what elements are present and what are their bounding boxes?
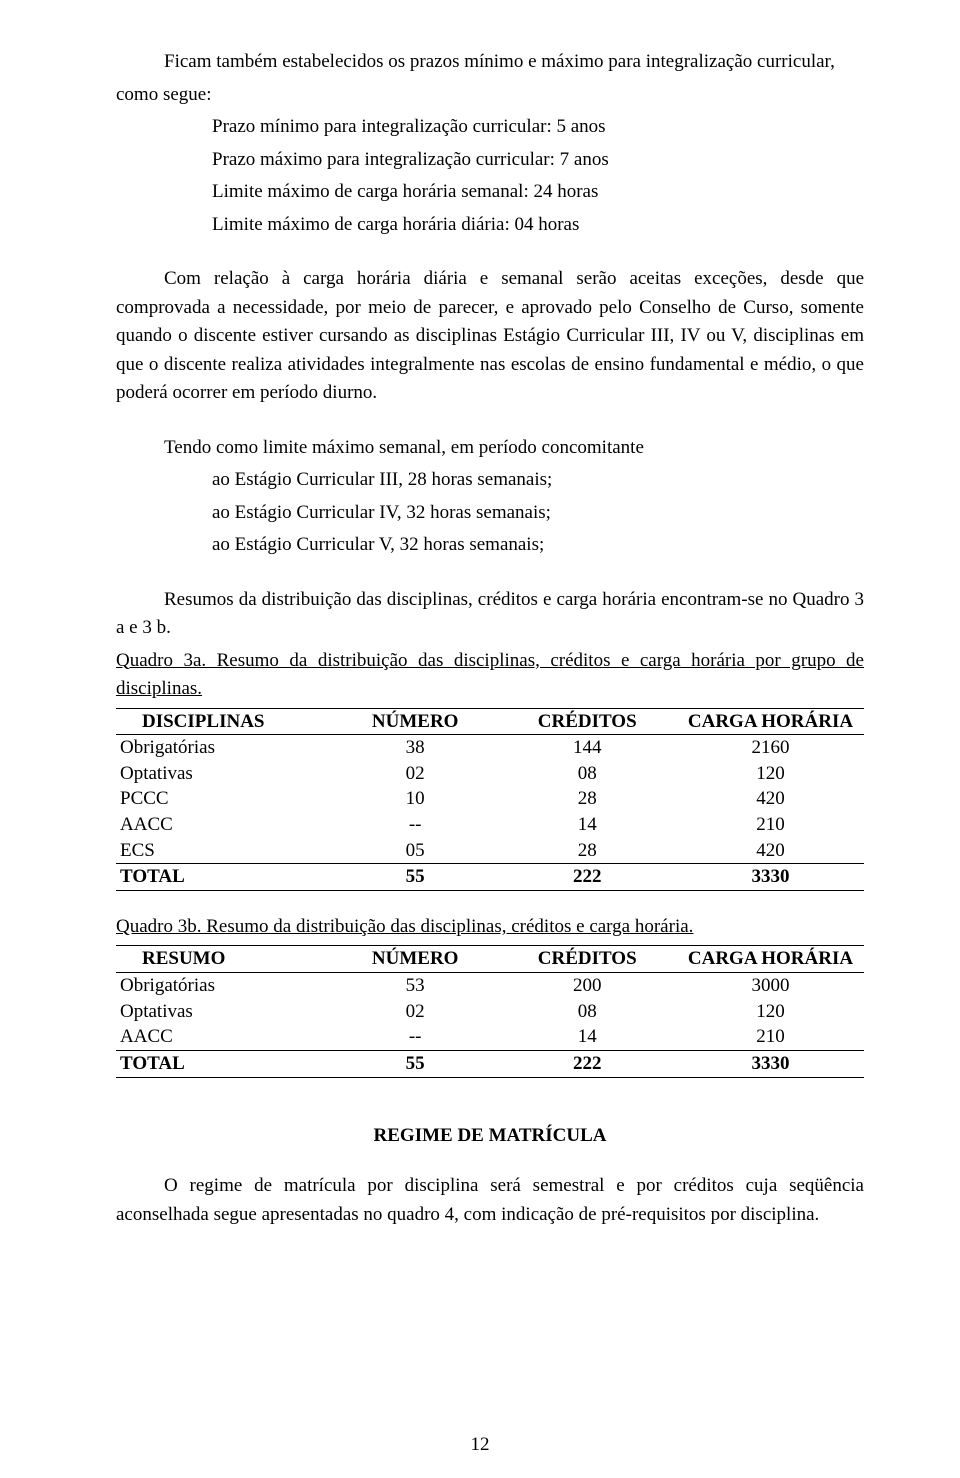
cell: --	[333, 1024, 498, 1050]
cell: 222	[497, 1051, 677, 1078]
table-row: Obrigatórias 38 144 2160	[116, 735, 864, 761]
cell: 3330	[677, 864, 864, 891]
table-row: ECS 05 28 420	[116, 838, 864, 864]
quadro-3a-caption: Quadro 3a. Resumo da distribuição das di…	[116, 647, 864, 704]
cell: 28	[497, 838, 677, 864]
cell: 28	[497, 786, 677, 812]
paragraph-3: Tendo como limite máximo semanal, em per…	[116, 434, 864, 463]
cell: 3330	[677, 1051, 864, 1078]
cell: 08	[497, 761, 677, 787]
cell: 08	[497, 999, 677, 1025]
cell: 55	[333, 1051, 498, 1078]
quadro-3b-caption: Quadro 3b. Resumo da distribuição das di…	[116, 913, 864, 942]
table-row: Optativas 02 08 120	[116, 999, 864, 1025]
table-header-carga: CARGA HORÁRIA	[677, 946, 864, 973]
document-page: Ficam também estabelecidos os prazos mín…	[0, 0, 960, 1478]
paragraph-2: Com relação à carga horária diária e sem…	[116, 265, 864, 408]
cell: 53	[333, 973, 498, 999]
table-header-resumo: RESUMO	[116, 946, 333, 973]
prazo-line-1: Prazo mínimo para integralização curricu…	[116, 113, 864, 142]
table-header-numero: NÚMERO	[333, 708, 498, 735]
cell: ECS	[116, 838, 333, 864]
table-header-numero: NÚMERO	[333, 946, 498, 973]
cell: --	[333, 812, 498, 838]
cell: 210	[677, 1024, 864, 1050]
cell-total-label: TOTAL	[116, 1051, 333, 1078]
table-row: Optativas 02 08 120	[116, 761, 864, 787]
cell: Optativas	[116, 761, 333, 787]
table-header-row: DISCIPLINAS NÚMERO CRÉDITOS CARGA HORÁRI…	[116, 708, 864, 735]
table-header-row: RESUMO NÚMERO CRÉDITOS CARGA HORÁRIA	[116, 946, 864, 973]
cell: AACC	[116, 812, 333, 838]
cell: 05	[333, 838, 498, 864]
cell: 55	[333, 864, 498, 891]
cell: PCCC	[116, 786, 333, 812]
paragraph-4: Resumos da distribuição das disciplinas,…	[116, 586, 864, 643]
cell: 10	[333, 786, 498, 812]
section-title-regime: REGIME DE MATRÍCULA	[116, 1122, 864, 1151]
cell: 120	[677, 761, 864, 787]
table-row: Obrigatórias 53 200 3000	[116, 973, 864, 999]
cell: 2160	[677, 735, 864, 761]
cell: AACC	[116, 1024, 333, 1050]
table-3a: DISCIPLINAS NÚMERO CRÉDITOS CARGA HORÁRI…	[116, 708, 864, 891]
cell-total-label: TOTAL	[116, 864, 333, 891]
table-header-carga: CARGA HORÁRIA	[677, 708, 864, 735]
cell: 210	[677, 812, 864, 838]
prazo-line-3: Limite máximo de carga horária semanal: …	[116, 178, 864, 207]
estagio-line-1: ao Estágio Curricular III, 28 horas sema…	[116, 466, 864, 495]
table-3b: RESUMO NÚMERO CRÉDITOS CARGA HORÁRIA Obr…	[116, 945, 864, 1077]
table-total-row: TOTAL 55 222 3330	[116, 1051, 864, 1078]
table-row: AACC -- 14 210	[116, 812, 864, 838]
cell: 02	[333, 761, 498, 787]
cell: 144	[497, 735, 677, 761]
cell: 14	[497, 812, 677, 838]
cell: 420	[677, 786, 864, 812]
cell: 02	[333, 999, 498, 1025]
cell: 14	[497, 1024, 677, 1050]
cell: Obrigatórias	[116, 973, 333, 999]
table-header-creditos: CRÉDITOS	[497, 946, 677, 973]
table-row: PCCC 10 28 420	[116, 786, 864, 812]
cell: Obrigatórias	[116, 735, 333, 761]
estagio-line-3: ao Estágio Curricular V, 32 horas semana…	[116, 531, 864, 560]
cell: 3000	[677, 973, 864, 999]
cell: 200	[497, 973, 677, 999]
prazo-line-4: Limite máximo de carga horária diária: 0…	[116, 211, 864, 240]
paragraph-1-line1: Ficam também estabelecidos os prazos mín…	[116, 48, 864, 77]
estagio-line-2: ao Estágio Curricular IV, 32 horas seman…	[116, 499, 864, 528]
paragraph-1-line2: como segue:	[116, 81, 864, 110]
prazo-line-2: Prazo máximo para integralização curricu…	[116, 146, 864, 175]
table-header-disciplinas: DISCIPLINAS	[116, 708, 333, 735]
cell: 38	[333, 735, 498, 761]
table-row: AACC -- 14 210	[116, 1024, 864, 1050]
cell: Optativas	[116, 999, 333, 1025]
table-header-creditos: CRÉDITOS	[497, 708, 677, 735]
table-total-row: TOTAL 55 222 3330	[116, 864, 864, 891]
cell: 420	[677, 838, 864, 864]
paragraph-5: O regime de matrícula por disciplina ser…	[116, 1172, 864, 1229]
cell: 120	[677, 999, 864, 1025]
cell: 222	[497, 864, 677, 891]
page-number: 12	[0, 1434, 960, 1456]
